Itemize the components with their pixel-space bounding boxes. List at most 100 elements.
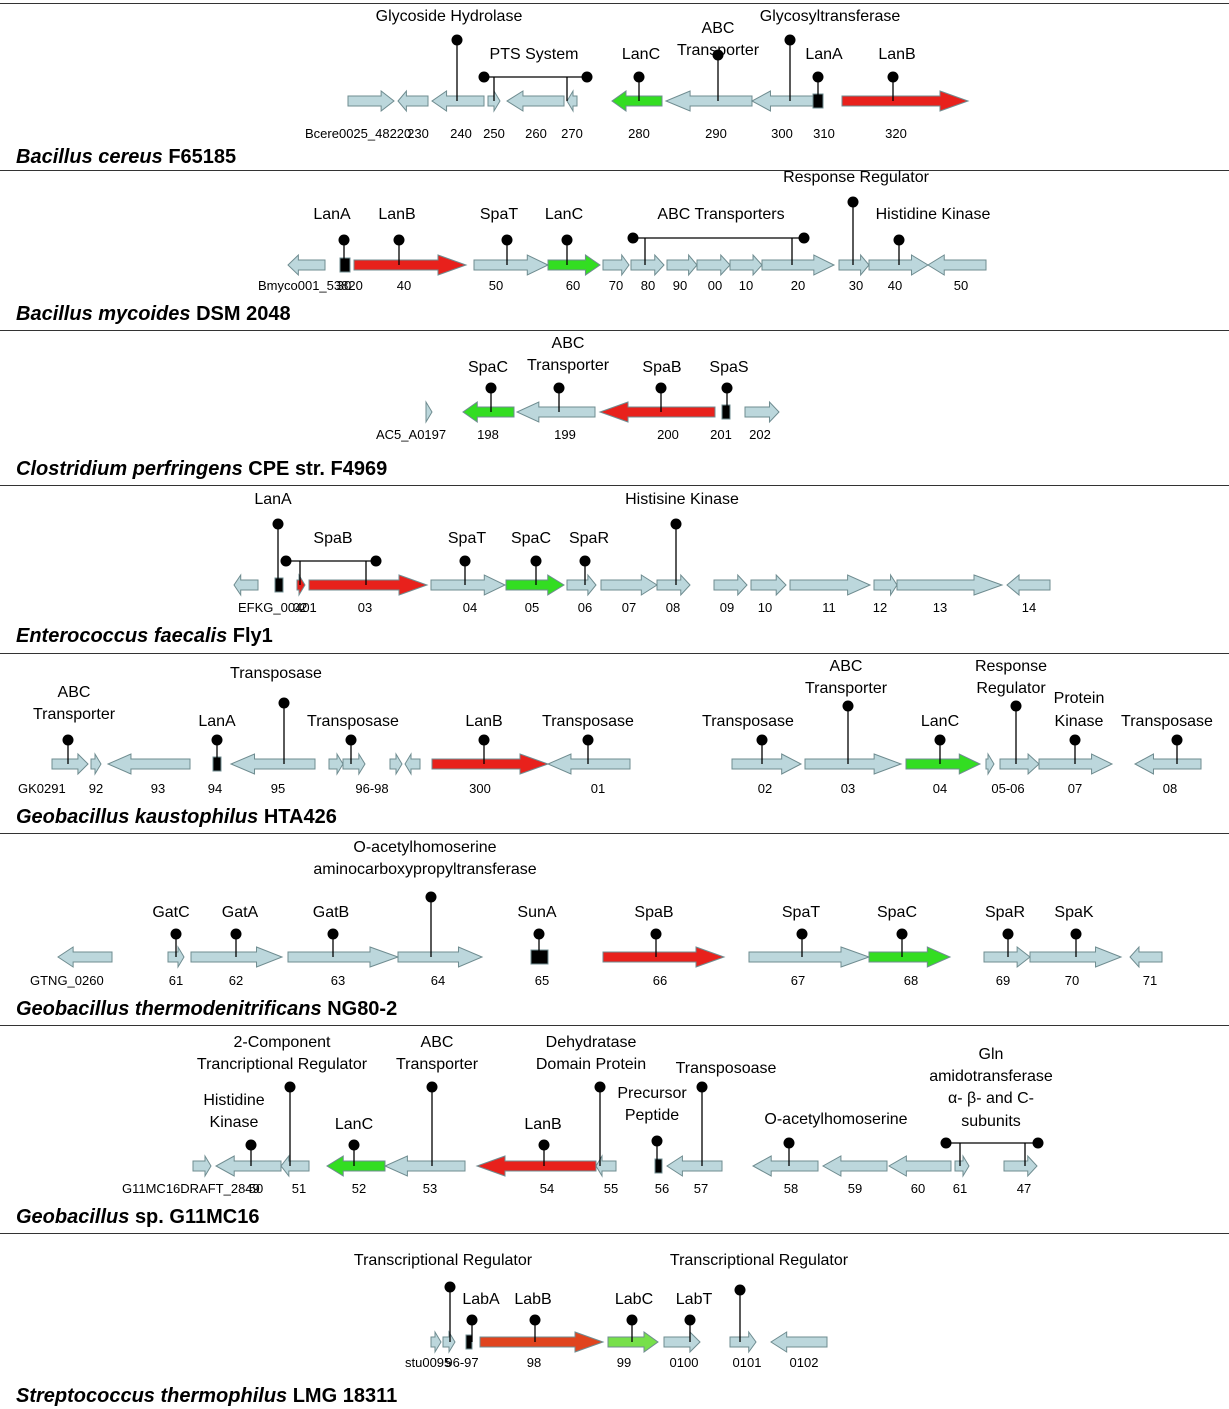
gene-number-label: 06 [578, 600, 592, 615]
feature-pin-head [581, 71, 593, 83]
gene-arrow-default [666, 1155, 723, 1177]
feature-label: LanC [545, 206, 583, 223]
feature-pin-head [230, 928, 242, 940]
gene-number-label: 51 [292, 1181, 306, 1196]
gene-number-label: 03 [358, 600, 372, 615]
feature-pin-head [211, 734, 223, 746]
feature-label: LanB [878, 46, 915, 63]
gene-number-label: AC5_A0197 [376, 427, 446, 442]
feature-label: LanA [805, 46, 843, 63]
feature-pin-head [345, 734, 357, 746]
feature-pin-head [1032, 1137, 1044, 1149]
feature-pin-head [393, 234, 405, 246]
feature-label: LanA [254, 491, 292, 508]
gene-arrow-lanC [462, 401, 515, 423]
organism-genus: Geobacillus thermodenitrificans [16, 998, 322, 1020]
feature-label: SpaB [634, 904, 673, 921]
feature-label: α- β- and C- [948, 1090, 1034, 1107]
gene-number-label: 260 [525, 126, 547, 141]
organism-genus: Clostridium perfringens [16, 458, 243, 480]
feature-pin-head [696, 1081, 708, 1093]
feature-label: SpaT [448, 530, 486, 547]
gene-arrow-default [566, 573, 597, 597]
gene-arrow-default [347, 89, 395, 113]
feature-pin-head [712, 49, 724, 61]
feature-label: PTS System [490, 46, 579, 63]
feature-label: GatB [313, 904, 349, 921]
feature-pin-head [798, 232, 810, 244]
gene-number-label: GK0291 [18, 781, 66, 796]
feature-pin-head [533, 928, 545, 940]
feature-pin-head [1171, 734, 1183, 746]
feature-label: LanB [524, 1116, 561, 1133]
gene-arrow-default [106, 753, 191, 775]
gene-number-label: 54 [540, 1181, 554, 1196]
gene-arrow-default [287, 946, 400, 968]
feature-pin-head [348, 1139, 360, 1151]
feature-pin-head [579, 555, 591, 567]
organism-genus: Enterococcus faecalis [16, 625, 228, 647]
gene-arrow-lanC [611, 90, 663, 112]
feature-label: SpaK [1054, 904, 1093, 921]
feature-label: LanB [465, 713, 502, 730]
gene-number-label: 61 [953, 1181, 967, 1196]
gene-number-label: 98 [527, 1355, 541, 1370]
gene-arrow-default [90, 752, 102, 776]
feature-label: Response Regulator [783, 169, 930, 186]
gene-arrow-default [431, 90, 485, 112]
gene-number-label: 90 [673, 278, 687, 293]
gene-arrow-default [983, 945, 1031, 969]
panel-divider [0, 330, 1229, 331]
gene-arrow-default [430, 1330, 442, 1354]
gene-number-label: 60 [566, 278, 580, 293]
gene-arrow-small [721, 404, 731, 420]
gene-number-label: 10 [739, 278, 753, 293]
gene-arrow-default [729, 253, 763, 277]
gene-number-label: 10 [758, 600, 772, 615]
gene-number-label: 65 [535, 973, 549, 988]
gene-number-label: 0100 [670, 1355, 699, 1370]
feature-label: Histidine Kinase [876, 206, 991, 223]
feature-pin-head [444, 1281, 456, 1293]
feature-pin-head [626, 1314, 638, 1326]
organism-genus: Bacillus mycoides [16, 303, 191, 325]
feature-pin-head [62, 734, 74, 746]
gene-number-label: 60 [911, 1181, 925, 1196]
organism-label: Enterococcus faecalis Fly1 [16, 625, 273, 648]
gene-arrow-default [51, 752, 89, 776]
panel-divider [0, 653, 1229, 654]
feature-label: Transporter [33, 706, 116, 723]
gene-number-label: 198 [477, 427, 499, 442]
gene-arrow-default [761, 254, 836, 276]
feature-pin-head [627, 232, 639, 244]
gene-arrow-default [954, 1154, 970, 1178]
gene-arrow-default [566, 89, 578, 113]
feature-pin-head [940, 1137, 952, 1149]
gene-number-label: 96-98 [355, 781, 388, 796]
gene-number-label: 320 [885, 126, 907, 141]
gene-number-label: 59 [848, 1181, 862, 1196]
feature-pin-head [734, 1284, 746, 1296]
feature-pin-head [245, 1139, 257, 1151]
gene-number-label: 70 [609, 278, 623, 293]
feature-label: Gln [979, 1046, 1004, 1063]
feature-pin-head [582, 734, 594, 746]
feature-label: Transposase [1121, 713, 1213, 730]
feature-label: GatA [222, 904, 259, 921]
gene-number-label: 08 [1163, 781, 1177, 796]
feature-pin-head [655, 382, 667, 394]
gene-arrow-default [233, 573, 259, 597]
gene-arrow-default [789, 574, 872, 596]
feature-label: aminocarboxypropyltransferase [313, 861, 536, 878]
gene-arrow-default [630, 253, 665, 277]
gene-arrow-default [383, 1155, 466, 1177]
gene-arrow-default [663, 1330, 701, 1354]
feature-pin-head [553, 382, 565, 394]
gene-number-label: 04 [463, 600, 477, 615]
gene-number-label: 11 [822, 600, 836, 615]
gene-arrow-default [750, 573, 787, 597]
feature-label: Transposase [702, 713, 794, 730]
gene-number-label: 290 [705, 126, 727, 141]
gene-arrow-default [729, 1330, 757, 1354]
gene-number-label: 310 [813, 126, 835, 141]
